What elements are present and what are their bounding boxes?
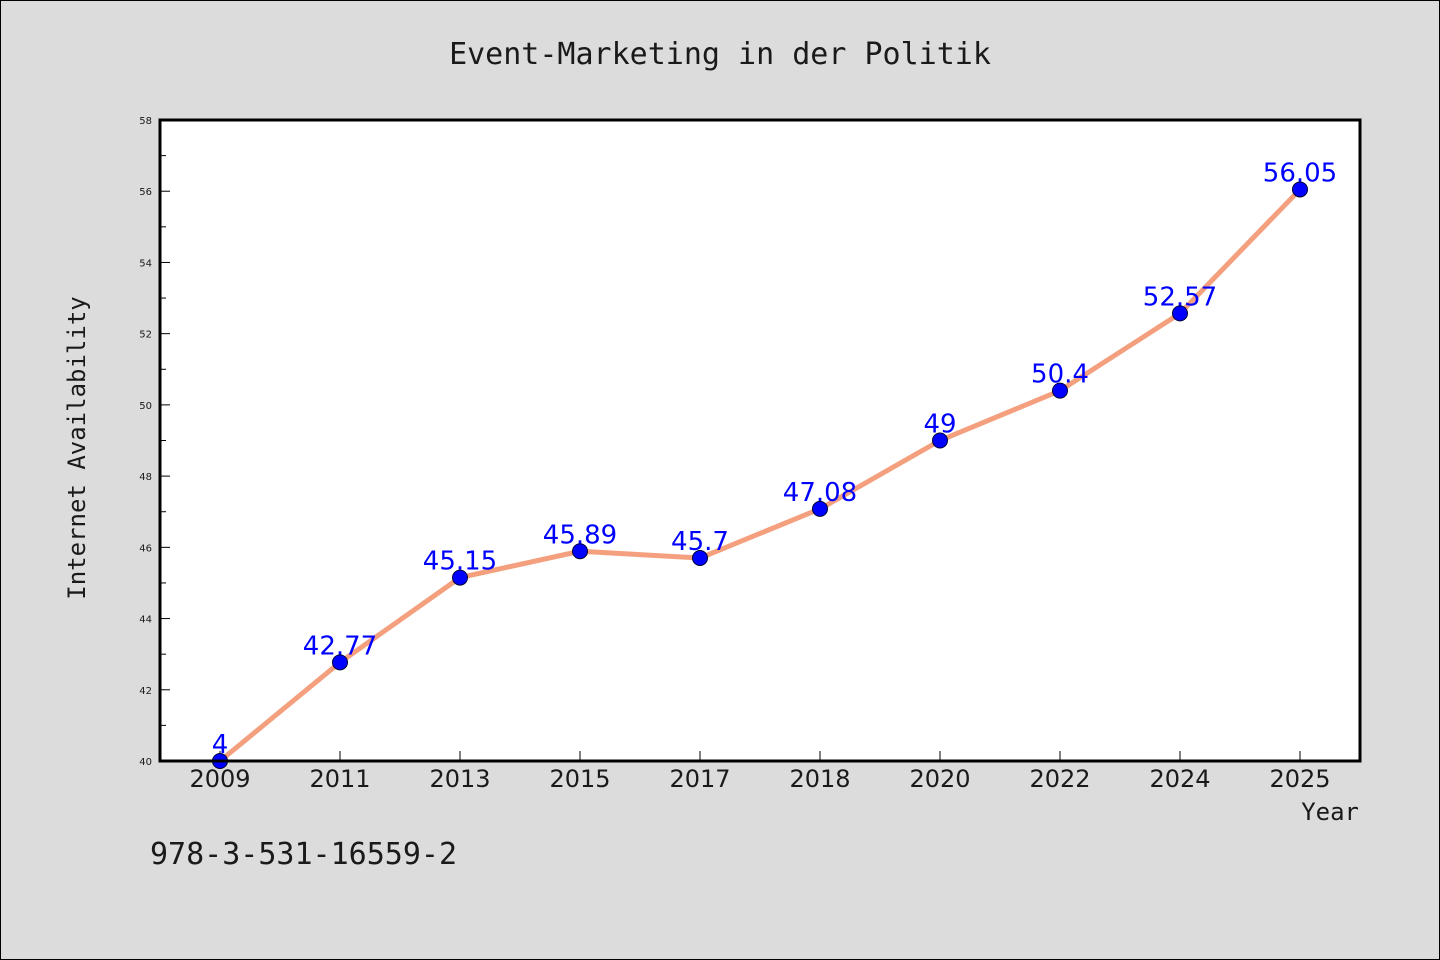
series-line: [217, 186, 1303, 764]
data-labels: 4 42.77 45.15 45.89 45.7 47.08 49 50.4 52.57 56.0…: [212, 158, 1337, 760]
data-label: 45.7: [671, 527, 729, 557]
x-tick-label: 2011: [309, 765, 370, 793]
data-label: 45.15: [423, 547, 497, 577]
x-tick-label: 2024: [1149, 765, 1210, 793]
data-point: [932, 432, 948, 449]
y-tick-label: 44: [139, 615, 152, 626]
data-point: [1052, 382, 1068, 399]
series-markers: [212, 181, 1308, 769]
chart-title: Event-Marketing in der Politik: [449, 37, 991, 72]
y-tick-label: 42: [139, 686, 152, 697]
x-tick-label: 2017: [669, 765, 730, 793]
data-point: [1292, 181, 1308, 198]
x-tick-label: 2013: [429, 765, 490, 793]
y-tick-label: 58: [139, 116, 152, 127]
data-label: 4: [212, 730, 229, 760]
data-point: [452, 569, 468, 586]
y-axis-label: Internet Availability: [63, 296, 91, 599]
x-axis-label: Year: [1301, 798, 1359, 826]
plot-area: [160, 120, 1360, 761]
x-axis: 2009 2011 2013 2015 2017 2018 2020 2022 2024 2025: [189, 751, 1331, 793]
x-tick-label: 2009: [189, 765, 250, 793]
x-tick-label: 2020: [909, 765, 970, 793]
y-tick-label: 54: [139, 258, 152, 269]
y-tick-label: 40: [139, 757, 152, 768]
x-tick-label: 2015: [549, 765, 610, 793]
x-tick-label: 2025: [1269, 765, 1330, 793]
isbn-text: 978-3-531-16559-2: [150, 837, 457, 872]
data-label: 47.08: [783, 478, 857, 508]
data-point: [812, 500, 828, 517]
data-label: 52.57: [1143, 282, 1217, 312]
x-tick-label: 2018: [789, 765, 850, 793]
y-tick-label: 48: [139, 472, 152, 483]
y-tick-label: 52: [139, 330, 152, 341]
data-point: [692, 550, 708, 567]
y-tick-label: 50: [139, 401, 152, 412]
data-point: [332, 654, 348, 671]
y-tick-label: 56: [139, 187, 152, 198]
data-label: 50.4: [1031, 360, 1089, 390]
x-tick-label: 2022: [1029, 765, 1090, 793]
data-point: [1172, 305, 1188, 322]
y-tick-label: 46: [139, 543, 152, 554]
data-label: 49: [923, 410, 956, 440]
plot-frame: [158, 118, 1362, 763]
data-label: 42.77: [303, 631, 377, 661]
data-label: 45.89: [543, 520, 617, 550]
data-point: [572, 543, 588, 560]
data-label: 56.05: [1263, 158, 1337, 188]
